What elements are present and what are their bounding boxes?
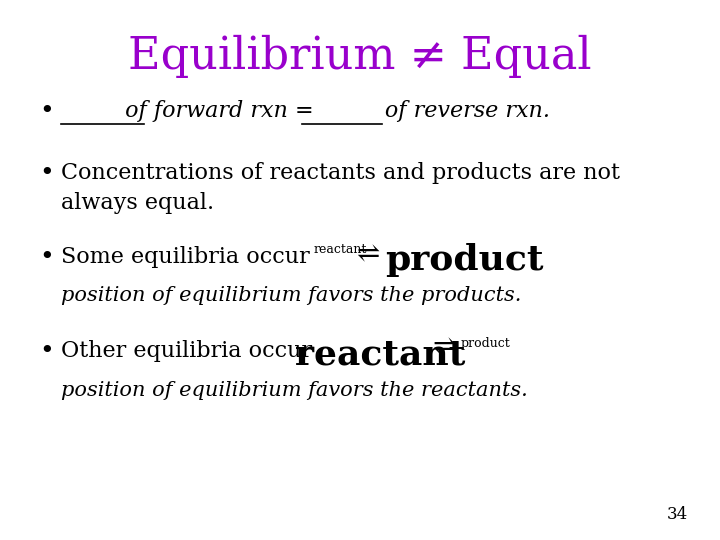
Text: •: • bbox=[40, 246, 54, 269]
Text: reactant: reactant bbox=[295, 338, 466, 372]
Text: ⇌: ⇌ bbox=[356, 241, 379, 268]
Text: position of equilibrium favors the reactants.: position of equilibrium favors the react… bbox=[61, 381, 528, 400]
Text: •: • bbox=[40, 162, 54, 185]
Text: Equilibrium ≠ Equal: Equilibrium ≠ Equal bbox=[128, 35, 592, 78]
Text: Some equilibria occur: Some equilibria occur bbox=[61, 246, 310, 268]
Text: •: • bbox=[40, 340, 54, 363]
Text: product: product bbox=[461, 338, 510, 350]
Text: position of equilibrium favors the products.: position of equilibrium favors the produ… bbox=[61, 286, 521, 305]
Text: 34: 34 bbox=[666, 506, 688, 523]
Text: product: product bbox=[385, 243, 544, 277]
Text: •: • bbox=[40, 100, 54, 123]
Text: Concentrations of reactants and products are not
always equal.: Concentrations of reactants and products… bbox=[61, 162, 620, 214]
Text: of forward rxn =          of reverse rxn.: of forward rxn = of reverse rxn. bbox=[61, 100, 550, 122]
Text: reactant: reactant bbox=[313, 243, 366, 256]
Text: ⇌: ⇌ bbox=[432, 335, 455, 362]
Text: Other equilibria occur: Other equilibria occur bbox=[61, 340, 312, 362]
